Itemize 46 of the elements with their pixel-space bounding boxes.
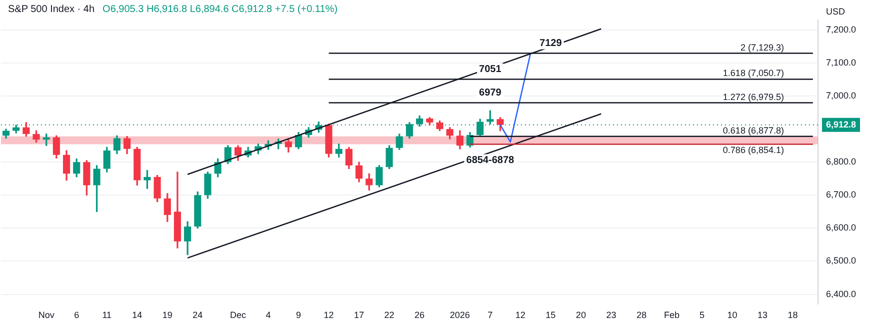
x-tick-label: 17 <box>354 310 364 320</box>
chart-subtitle: O6,905.3 H6,916.8 L6,894.6 C6,912.8 +7.5 (+0.11%) <box>102 4 338 15</box>
y-tick-label: 6,400.0 <box>826 288 856 299</box>
x-tick-label: 4 <box>266 310 271 320</box>
x-tick-label: Dec <box>230 310 246 320</box>
series-label: 1.272 (6,979.5) <box>722 92 784 102</box>
x-tick-label: Nov <box>38 310 55 320</box>
y-tick-label: 7,100.0 <box>826 57 856 68</box>
annotation: 7129 <box>540 38 562 50</box>
annotation: 6854-6878 <box>466 154 515 166</box>
series-label: 0.618 (6,877.8) <box>722 125 784 136</box>
y-tick-label: 6,800.0 <box>826 156 856 167</box>
y-axis-title: USD <box>826 6 846 16</box>
x-tick-label: Feb <box>664 310 680 320</box>
x-tick-label: 6 <box>74 310 80 320</box>
x-tick-label: 20 <box>576 310 586 320</box>
x-tick-label: 12 <box>515 310 526 320</box>
ref-line-label: 6,912.8 <box>826 119 856 130</box>
x-tick-label: 9 <box>296 310 302 320</box>
annotation: 6979 <box>479 88 502 99</box>
x-tick-label: 12 <box>324 310 334 320</box>
y-tick-label: 6,600.0 <box>826 222 856 233</box>
y-tick-label: 6,500.0 <box>826 256 856 266</box>
y-tick-label: 6,700.0 <box>826 190 856 200</box>
x-tick-label: 7 <box>488 310 493 320</box>
x-tick-label: 23 <box>606 310 616 320</box>
x-tick-label: 10 <box>727 310 738 320</box>
x-tick-label: 13 <box>757 310 768 320</box>
x-tick-label: 19 <box>162 310 172 320</box>
series-label: 2 (7,129.3) <box>740 42 784 52</box>
y-tick-label: 7,000.0 <box>826 90 856 100</box>
x-tick-label: 28 <box>636 310 646 320</box>
series-label: 0.786 (6,854.1) <box>722 145 784 156</box>
x-tick-label: 2026 <box>450 310 470 320</box>
annotation: 7051 <box>479 64 502 75</box>
x-tick-label: 11 <box>102 310 112 320</box>
x-tick-label: 15 <box>546 310 556 320</box>
chart-title: S&P 500 Index · 4h <box>8 4 95 15</box>
x-tick-label: 14 <box>132 310 142 320</box>
x-tick-label: 22 <box>384 310 394 320</box>
series-label: 1.618 (7,050.7) <box>722 68 784 78</box>
x-tick-label: 5 <box>699 310 704 320</box>
x-tick-label: 18 <box>788 310 798 320</box>
x-tick-label: 26 <box>414 310 425 320</box>
y-tick-label: 7,200.0 <box>826 24 856 34</box>
x-tick-label: 24 <box>192 310 203 320</box>
